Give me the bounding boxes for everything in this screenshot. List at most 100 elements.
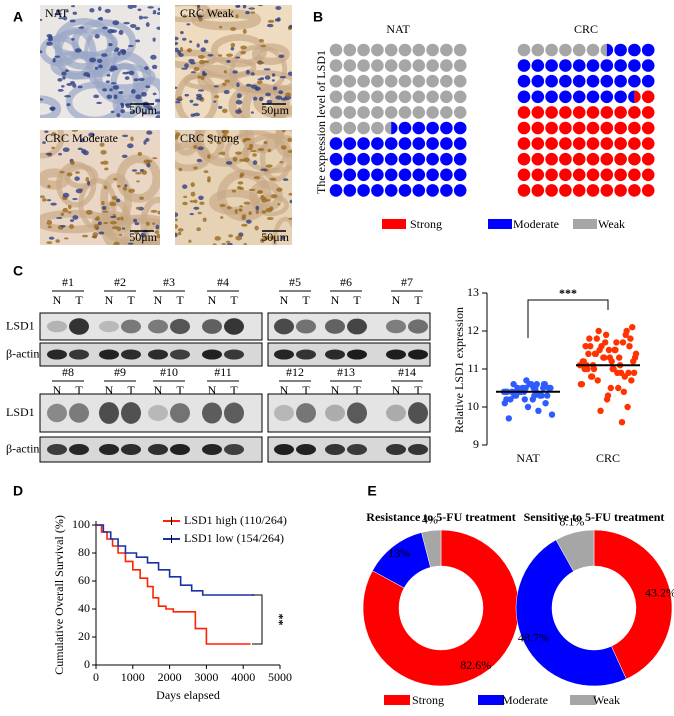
waffle-cell — [559, 74, 572, 88]
waffle-cell — [572, 152, 586, 166]
waffle-cell — [371, 90, 384, 104]
band — [202, 349, 222, 360]
nucleus — [235, 151, 242, 155]
lane-label: T — [75, 383, 83, 397]
waffle-cell — [641, 74, 655, 88]
dot — [547, 384, 554, 392]
waffle-cell — [572, 137, 586, 150]
nucleus — [261, 210, 267, 214]
nucleus — [221, 151, 226, 156]
waffle-cell — [343, 59, 357, 72]
nucleus — [199, 201, 205, 206]
band — [347, 318, 367, 335]
tissue — [175, 49, 217, 69]
nucleus — [248, 7, 256, 10]
nucleus — [134, 26, 141, 31]
waffle-cell — [357, 74, 370, 88]
waffle-cell — [559, 137, 572, 150]
waffle-cell — [545, 184, 558, 197]
waffle-cell — [329, 184, 343, 197]
waffle-cell — [426, 137, 439, 150]
scale-label: 50μm — [261, 230, 289, 244]
scale-label: 50μm — [129, 230, 157, 244]
nucleus — [156, 233, 160, 239]
waffle-cell — [371, 43, 384, 57]
lane-label: N — [280, 293, 289, 307]
sample-label: #8 — [62, 365, 74, 379]
waffle-cell — [371, 121, 384, 135]
waffle-cell — [586, 74, 600, 88]
nucleus — [64, 69, 69, 73]
lane-label: T — [230, 293, 238, 307]
nucleus — [186, 23, 191, 26]
y-tick-label: 13 — [467, 285, 479, 299]
nucleus — [243, 243, 247, 245]
tissue — [241, 83, 282, 118]
band — [224, 318, 244, 335]
nucleus — [245, 219, 252, 224]
waffle-cell — [357, 152, 370, 166]
nucleus — [127, 44, 134, 47]
waffle-cell — [343, 43, 357, 57]
sample-label: #11 — [214, 365, 232, 379]
dot — [628, 377, 635, 384]
nucleus — [152, 9, 157, 13]
band — [202, 444, 222, 455]
nucleus — [103, 185, 108, 190]
nucleus — [175, 224, 178, 229]
nucleus — [280, 236, 286, 240]
waffle-cell — [586, 90, 600, 104]
band — [408, 349, 428, 360]
nucleus — [152, 37, 156, 42]
nucleus — [271, 79, 275, 82]
nucleus — [101, 53, 108, 57]
nucleus — [241, 223, 248, 227]
nucleus — [133, 78, 139, 82]
nucleus — [177, 96, 183, 100]
ihc-image: CRC Strong 50μm — [175, 130, 292, 245]
nucleus — [197, 75, 201, 79]
nucleus — [112, 20, 120, 26]
lane-label: T — [230, 383, 238, 397]
nucleus — [121, 154, 128, 158]
nucleus — [197, 146, 204, 151]
nucleus — [240, 45, 247, 50]
nucleus — [61, 71, 67, 76]
waffle-cell — [343, 137, 357, 150]
waffle-cell — [559, 59, 572, 72]
nucleus — [289, 199, 292, 204]
nucleus — [279, 161, 284, 164]
dot — [613, 339, 620, 346]
nucleus — [145, 137, 150, 142]
lane-label: N — [208, 293, 217, 307]
nucleus — [156, 12, 160, 15]
x-tick-label: 5000 — [268, 670, 292, 684]
waffle-cell — [453, 168, 467, 182]
waffle-cell — [357, 121, 370, 135]
nucleus — [200, 75, 205, 81]
nucleus — [147, 6, 154, 9]
waffle-cell — [357, 106, 370, 119]
nucleus — [98, 231, 105, 235]
waffle-cell — [329, 121, 343, 135]
nucleus — [235, 99, 243, 105]
band — [408, 402, 428, 424]
waffle-cell — [426, 59, 439, 72]
legend-label: LSD1 high (110/264) — [184, 513, 287, 527]
waffle-cell — [329, 106, 343, 119]
nucleus — [193, 206, 200, 210]
nucleus — [258, 96, 264, 102]
waffle-half — [606, 43, 614, 57]
waffle-cell — [426, 152, 439, 166]
nucleus — [260, 44, 267, 48]
nucleus — [40, 195, 45, 199]
nucleus — [221, 130, 227, 134]
significance: *** — [559, 286, 577, 300]
sample-label: #1 — [62, 275, 74, 289]
waffle-half — [628, 90, 635, 104]
waffle-cell — [628, 43, 641, 57]
nucleus — [40, 18, 43, 21]
nucleus — [269, 235, 275, 240]
nucleus — [77, 85, 83, 89]
nucleus — [216, 141, 222, 145]
